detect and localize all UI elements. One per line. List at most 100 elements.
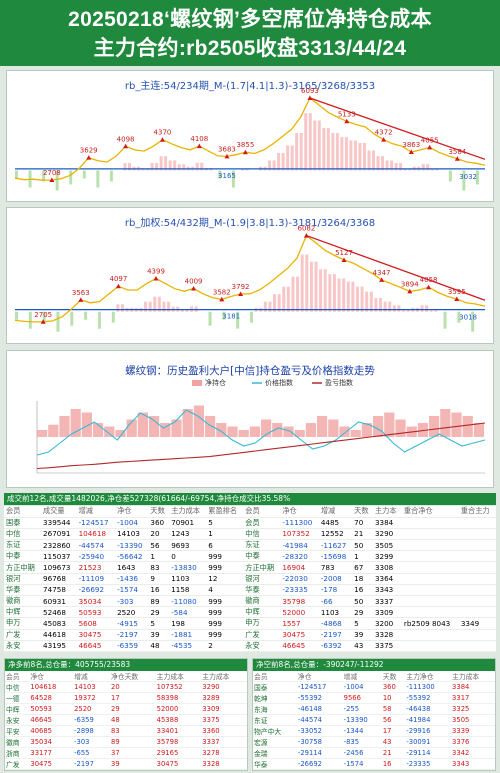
table-cell: 12: [206, 573, 244, 585]
column-header: 主力成本: [155, 671, 202, 683]
table-cell: 9693: [169, 539, 207, 552]
net-bar: [70, 409, 81, 437]
table-cell: 3384: [451, 681, 495, 694]
list-item: 中辉 50593 2520 29 52000 3309: [5, 703, 247, 716]
table-cell: 申万: [243, 617, 281, 630]
table-cell: 1557: [280, 617, 319, 630]
net-bar: [82, 170, 86, 179]
cost-end-label: 3018: [459, 314, 477, 322]
net-bar: [342, 278, 346, 312]
peak-marker: [219, 296, 225, 302]
table-cell: 83: [148, 561, 170, 574]
net-bar: [250, 311, 253, 323]
table-cell: 3289: [201, 692, 247, 705]
peak-label: 2705: [34, 311, 52, 319]
table-cell: -66: [318, 595, 353, 608]
legend-label: 盈亏指数: [325, 378, 353, 387]
table-cell: 3376: [451, 736, 495, 749]
table-cell: -29114: [296, 747, 343, 760]
net-bar: [180, 309, 184, 312]
table-cell: 35798: [280, 595, 319, 608]
table-cell: 平安: [5, 725, 30, 738]
net-bar: [222, 311, 226, 320]
table-cell: -2197: [318, 629, 353, 641]
table-cell: 中信: [243, 528, 281, 541]
table-cell: -55392: [405, 692, 452, 705]
table-cell: 33401: [155, 725, 202, 738]
peak-marker: [303, 233, 309, 238]
table-cell: 44618: [41, 629, 77, 641]
table-cell: 20: [148, 528, 170, 541]
table-cell: 3505: [451, 714, 495, 727]
net-bar: [429, 310, 433, 312]
net-bar: [417, 423, 428, 437]
table-cell: 35034: [76, 595, 116, 608]
net-bar: [309, 261, 313, 312]
table-cell: 徽商: [4, 595, 42, 608]
net-bar: [111, 311, 115, 323]
peak-marker: [307, 95, 313, 101]
table-row: 徽商 60931 35034 -303 89 -11080 999 徽商 35798 -66 50 3…: [4, 595, 496, 608]
table-cell: 29: [110, 703, 156, 716]
table-cell: 5: [352, 617, 373, 630]
table-cell: -29114: [405, 747, 452, 760]
table-cell: 3337: [372, 595, 402, 608]
net-bar: [167, 301, 171, 312]
peak-marker: [123, 143, 129, 149]
table-row: 永安 43195 46645 -6359 48 -4535 2 永安 46645 -6392 43 3…: [4, 640, 496, 652]
net-bar: [397, 305, 401, 312]
table-cell: -44574: [76, 539, 116, 552]
net-bar: [362, 142, 366, 171]
table-cell: -6359: [73, 714, 111, 727]
table-cell: 物产中大: [253, 725, 297, 738]
box-header-row: 会员 净仓 增减 天数 主力净仓 主力成本: [253, 671, 495, 683]
net-short-title: 净空前8名,总仓量：-390247/-11292: [253, 659, 495, 671]
table-cell: 89: [110, 736, 156, 749]
net-bar: [268, 160, 272, 171]
net-bar: [337, 278, 341, 312]
table-cell: -111300: [405, 681, 452, 694]
net-bar: [305, 423, 316, 437]
table-cell: 3360: [201, 725, 247, 738]
peak-label: 4098: [117, 135, 135, 143]
table-cell: 华泰: [243, 584, 281, 597]
weighted-contract-chart: rb_加权:54/432期_M-(1.9|3.8|1.3)-3181/3264/…: [6, 207, 494, 344]
net-bar: [104, 426, 115, 437]
net-bar: [379, 298, 383, 312]
table-cell: -23335: [280, 584, 319, 597]
net-bar: [164, 156, 168, 171]
net-bar: [216, 423, 227, 437]
table-row: 国泰 339544 -124517 -1004 360 70901 5 会员 -111300 44…: [4, 517, 496, 529]
table-cell: -2197: [73, 758, 111, 771]
table-cell: 9: [148, 573, 170, 585]
column-header: 重合主力: [458, 506, 496, 518]
net-bar: [15, 311, 18, 320]
table-cell: 39: [110, 758, 156, 771]
peak-label: 4058: [420, 276, 438, 284]
table-cell: 21: [352, 528, 373, 541]
net-bar: [283, 426, 294, 437]
table-cell: [458, 629, 496, 641]
table-cell: 14103: [73, 681, 111, 694]
table-cell: 申万: [4, 617, 42, 630]
list-item: 一德 64528 19372 17 58398 3289: [5, 692, 247, 705]
net-bar: [109, 170, 113, 182]
net-bar: [159, 156, 163, 171]
table-cell: 107352: [280, 528, 319, 541]
table-cell: -33052: [296, 725, 343, 738]
net-bar: [263, 301, 267, 312]
net-bar: [403, 168, 407, 171]
net-bar: [115, 430, 126, 437]
peak-label: 5127: [335, 249, 353, 257]
table-cell: -25940: [76, 550, 116, 563]
list-item: 中信 104618 14103 20 107352 3290: [5, 681, 247, 694]
table-row: 方正中期 109673 21523 1643 83 -13830 999 方正中期 16904 7…: [4, 561, 496, 574]
peak-label: 6093: [301, 87, 319, 95]
table-cell: -303: [73, 736, 111, 749]
net-bar: [55, 170, 59, 191]
table-cell: 10: [381, 692, 406, 705]
table-cell: 96768: [41, 573, 77, 585]
chart-title: rb_加权:54/432期_M-(1.9|3.8|1.3)-3181/3264/…: [124, 218, 376, 229]
net-bar: [361, 423, 372, 437]
